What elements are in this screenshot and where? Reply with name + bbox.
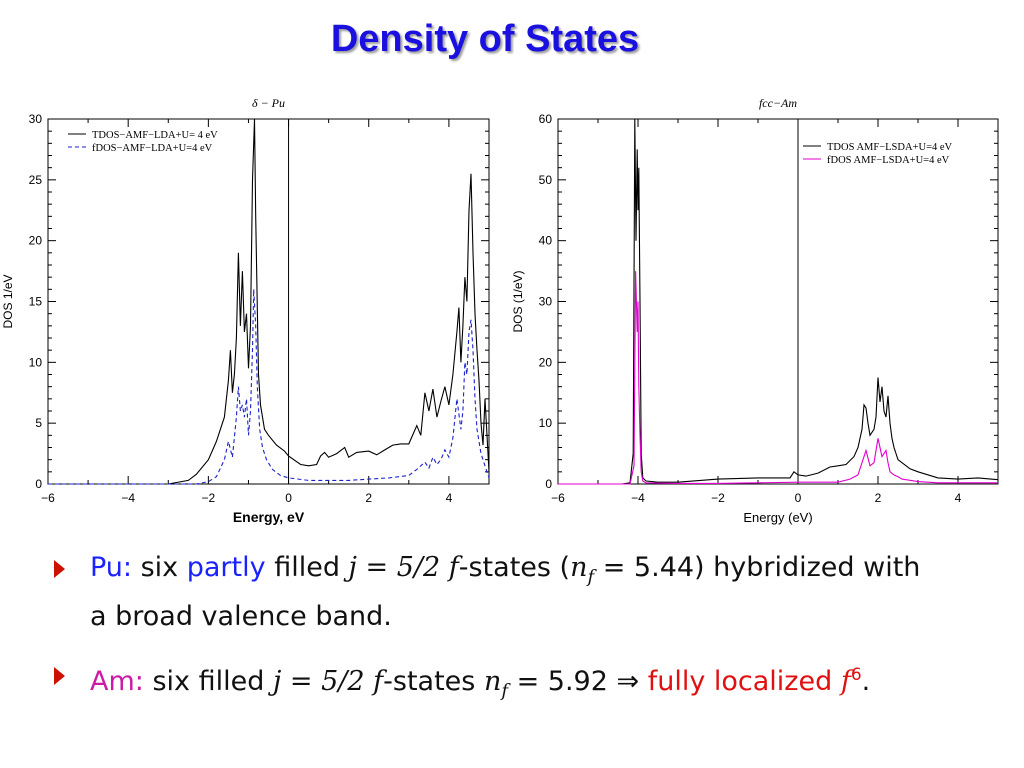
bullet-list: Pu: six partly filled j = 5/2 f-states (… xyxy=(52,548,1012,726)
y-tick-label: 30 xyxy=(29,112,43,126)
x-tick-label: −4 xyxy=(121,491,135,505)
y-tick-label: 5 xyxy=(35,416,42,430)
chart-title: δ − Pu xyxy=(252,96,285,110)
bullet-pu-line2: a broad valence band. xyxy=(90,601,392,633)
bullet-pu-partly: partly xyxy=(186,552,266,583)
x-tick-label: 4 xyxy=(446,491,453,505)
bullet-arrow-icon xyxy=(54,560,65,578)
am-label: Am: xyxy=(90,666,144,698)
bullet-am-text-4: . xyxy=(861,666,871,698)
legend-label: fDOS−AMF−LDA+U=4 eV xyxy=(92,143,213,154)
y-tick-label: 25 xyxy=(29,173,43,187)
bullet-pu: Pu: six partly filled j = 5/2 f-states (… xyxy=(52,548,1012,637)
series-line-tdos xyxy=(48,118,490,485)
bullet-pu-nf: n xyxy=(570,552,588,583)
y-tick-label: 0 xyxy=(35,477,42,491)
chart-pu-group: −6 −4 −2 0 2 4 0 5 10 15 20 25 30 TDOS−AMF−LDA+U= 4 e… xyxy=(1,96,490,525)
y-tick-label: 15 xyxy=(29,295,43,309)
y-axis-label: DOS 1/eV xyxy=(1,274,15,328)
x-axis-label: Energy, eV xyxy=(233,509,305,525)
chart-pu: −6 −4 −2 0 2 4 0 5 10 15 20 25 30 TDOS−AMF−LDA+U= 4 e… xyxy=(1,96,490,525)
pu-label: Pu: xyxy=(90,552,133,583)
bullet-am: Am: six filled j = 5/2 f-states nf = 5.9… xyxy=(52,655,1012,711)
bullet-am-nf: n xyxy=(483,666,502,698)
x-tick-label: 2 xyxy=(365,491,372,505)
bullet-am-f: f xyxy=(840,666,851,698)
x-tick-label: 0 xyxy=(285,491,292,505)
slide-title: Density of States xyxy=(330,18,640,60)
legend-label: TDOS−AMF−LDA+U= 4 eV xyxy=(92,130,218,141)
bullet-am-math-j: j = 5/2 f xyxy=(272,666,384,698)
y-tick-label: 10 xyxy=(29,355,43,369)
bullet-am-text-2: -states xyxy=(383,666,484,698)
bullet-pu-text-3: -states ( xyxy=(458,552,571,583)
x-tick-label: −2 xyxy=(202,491,216,505)
bullet-arrow-icon xyxy=(54,667,65,686)
bullet-am-nf-sub: f xyxy=(501,680,508,702)
y-tick-label: 20 xyxy=(29,234,43,248)
bullet-pu-text-2: filled xyxy=(265,552,349,583)
bullet-pu-text-1: six xyxy=(132,552,187,583)
bullet-am-f-sup: 6 xyxy=(850,665,862,686)
bullet-am-text-3: = 5.92 ⇒ xyxy=(508,666,648,698)
bullet-pu-math-j: j = 5/2 f xyxy=(348,552,459,583)
bullet-am-text-1: six filled xyxy=(143,666,273,698)
x-tick-label: −6 xyxy=(41,491,55,505)
bullet-pu-nf-sub: f xyxy=(587,566,595,588)
bullet-pu-text-4: = 5.44) hybridized with xyxy=(594,552,921,583)
bullet-am-localized: fully localized xyxy=(647,666,841,698)
plot-frame xyxy=(47,118,490,485)
series-line-fdos xyxy=(48,289,490,485)
